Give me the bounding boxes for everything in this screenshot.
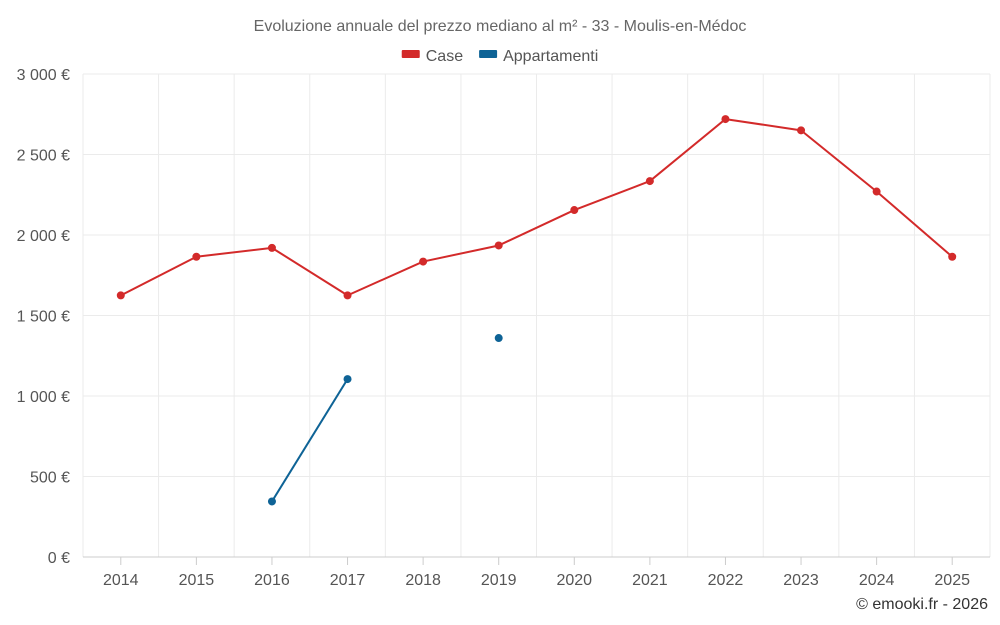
x-tick-label: 2018 [405, 572, 441, 589]
data-point[interactable] [494, 334, 503, 343]
series-case [116, 115, 957, 300]
x-tick-label: 2022 [708, 572, 744, 589]
x-tick-label: 2020 [556, 572, 592, 589]
data-point[interactable] [797, 126, 806, 135]
series-layer [116, 115, 957, 506]
series-appartamenti [267, 334, 503, 506]
data-point[interactable] [267, 243, 276, 252]
data-point[interactable] [570, 206, 579, 215]
chart-title: Evoluzione annuale del prezzo mediano al… [254, 18, 747, 35]
legend: Case Appartamenti [401, 48, 598, 65]
data-point[interactable] [948, 252, 957, 261]
x-tick-label: 2015 [179, 572, 215, 589]
y-tick-label: 1 500 € [17, 309, 70, 326]
x-tick-label: 2023 [783, 572, 819, 589]
x-tick-label: 2016 [254, 572, 290, 589]
y-tick-label: 2 000 € [17, 228, 70, 245]
data-point[interactable] [645, 177, 654, 186]
legend-label: Appartamenti [503, 48, 598, 65]
legend-swatch [401, 50, 420, 58]
series-line-appartamenti [271, 378, 349, 502]
data-point[interactable] [343, 291, 352, 300]
data-point[interactable] [343, 375, 352, 384]
y-tick-label: 0 € [48, 550, 70, 567]
y-tick-label: 1 000 € [17, 389, 70, 406]
credit-text[interactable]: © emooki.fr - 2026 [856, 596, 988, 613]
series-line-case [120, 118, 953, 297]
data-point[interactable] [267, 497, 276, 506]
x-tick-label: 2025 [934, 572, 970, 589]
data-point[interactable] [419, 257, 428, 266]
data-point[interactable] [192, 252, 201, 261]
grid [82, 73, 991, 557]
data-point[interactable] [116, 291, 125, 300]
legend-item-appartamenti[interactable]: Appartamenti [479, 48, 598, 65]
legend-swatch [479, 50, 498, 58]
legend-label: Case [426, 48, 463, 65]
y-tick-label: 2 500 € [17, 148, 70, 165]
x-axis: 2014 2015 2016 2017 2018 2019 2020 2021 2022 2023… [83, 556, 990, 589]
x-tick-label: 2021 [632, 572, 668, 589]
x-tick-label: 2019 [481, 572, 517, 589]
data-point[interactable] [721, 115, 730, 124]
x-tick-label: 2017 [330, 572, 366, 589]
y-axis: 0 € 500 € 1 000 € 1 500 € 2 000 € 2 500 € 3 00… [17, 67, 70, 567]
x-tick-label: 2014 [103, 572, 139, 589]
data-point[interactable] [872, 187, 881, 196]
y-tick-label: 3 000 € [17, 67, 70, 84]
x-tick-label: 2024 [859, 572, 895, 589]
data-point[interactable] [494, 241, 503, 250]
legend-item-case[interactable]: Case [401, 48, 463, 65]
y-tick-label: 500 € [30, 470, 70, 487]
